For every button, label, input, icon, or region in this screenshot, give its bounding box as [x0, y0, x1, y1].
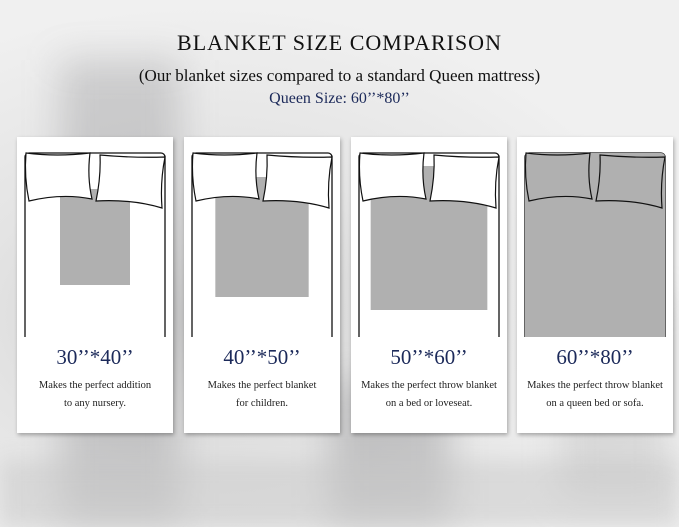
description-line: Makes the perfect throw blanket — [361, 380, 497, 391]
description-line: Makes the perfect blanket — [207, 380, 317, 391]
description-line: on a bed or loveseat. — [385, 398, 473, 409]
bed-illustration — [358, 152, 500, 337]
description-line: for children. — [236, 398, 288, 409]
description-line: Makes the perfect throw blanket — [527, 380, 663, 391]
subtitle: (Our blanket sizes compared to a standar… — [138, 66, 541, 85]
pillow-left — [24, 152, 93, 202]
pillow-right — [429, 154, 500, 209]
blanket-description: Makes the perfect throw blanket on a quee… — [517, 377, 673, 413]
bed-illustration — [524, 152, 666, 337]
blanket — [60, 189, 130, 285]
size-card: 60’’*80’’ Makes the perfect throw blanke… — [517, 137, 673, 433]
size-card: 50’’*60’’ Makes the perfect throw blanke… — [351, 137, 507, 433]
pillow-right — [262, 154, 333, 209]
size-card: 40’’*50’’ Makes the perfect blanket for c… — [184, 137, 340, 433]
pillow-right — [595, 154, 666, 209]
queen-size-label: Queen Size: 60’’*80’’ — [269, 90, 410, 107]
pillow-left — [191, 152, 260, 202]
description-line: on a queen bed or sofa. — [546, 398, 644, 409]
bed-illustration — [24, 152, 166, 337]
pillow-left — [524, 152, 593, 202]
blanket-description: Makes the perfect blanket for children. — [184, 377, 340, 413]
blanket-description: Makes the perfect addition to any nursery… — [17, 377, 173, 413]
blanket-size: 50’’*60’’ — [390, 345, 468, 369]
pillow-right — [95, 154, 166, 209]
page-title: BLANKET SIZE COMPARISON — [177, 30, 502, 55]
bed-illustration — [191, 152, 333, 337]
blanket-size: 60’’*80’’ — [556, 345, 634, 369]
size-card: 30’’*40’’ Makes the perfect addition to a… — [17, 137, 173, 433]
blanket-description: Makes the perfect throw blanket on a bed … — [351, 377, 507, 413]
blanket-size: 40’’*50’’ — [223, 345, 301, 369]
blanket-size: 30’’*40’’ — [56, 345, 134, 369]
background-blur — [0, 460, 679, 527]
pillow-left — [358, 152, 427, 202]
description-line: Makes the perfect addition — [38, 380, 152, 391]
description-line: to any nursery. — [63, 398, 126, 409]
